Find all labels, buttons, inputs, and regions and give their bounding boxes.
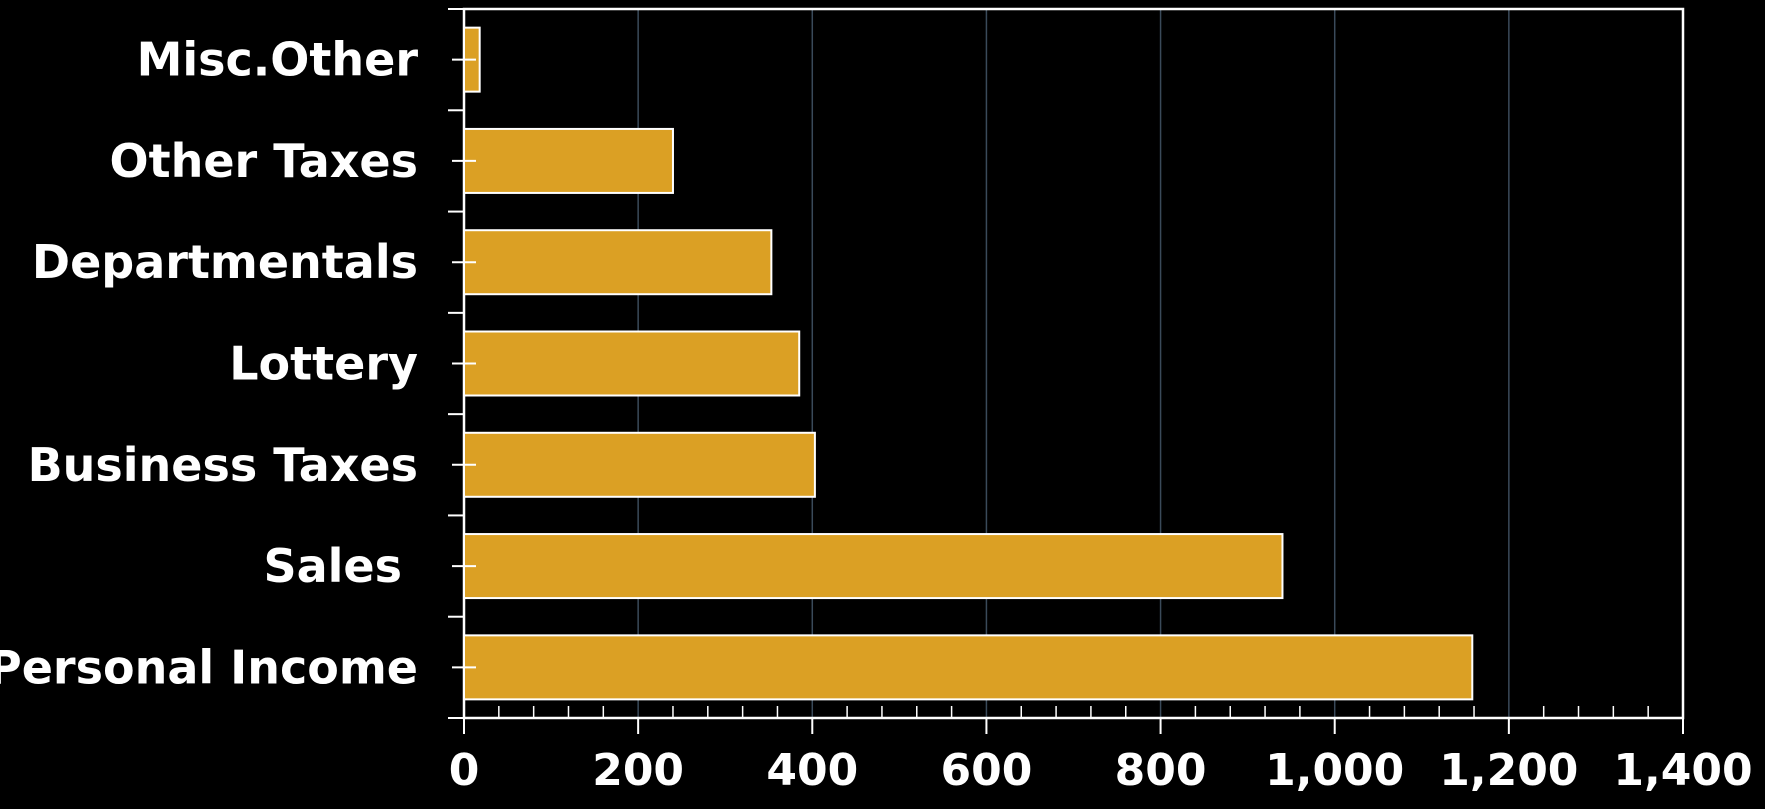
y-tick-label: Other Taxes [110, 134, 418, 188]
x-tick-label: 1,000 [1265, 745, 1404, 796]
x-tick-label: 600 [940, 745, 1032, 796]
bar [463, 229, 773, 296]
x-axis: 0 200 400 600 800 1,000 1,200 1,400 [449, 706, 1753, 796]
x-tick-label: 800 [1115, 745, 1207, 796]
x-tick-label: 1,400 [1613, 745, 1752, 796]
y-tick-label: Business Taxes [28, 438, 418, 492]
x-tick-label: 0 [449, 745, 480, 796]
y-tick-label: Personal Income [0, 640, 418, 694]
x-tick-label: 400 [766, 745, 858, 796]
bar [463, 431, 816, 498]
bar [463, 127, 674, 194]
bar [463, 330, 801, 397]
y-tick-label: Sales [263, 539, 418, 593]
y-tick-label: Misc.Other [137, 33, 419, 87]
bar [463, 634, 1474, 701]
y-tick-label: Departmentals [32, 235, 418, 289]
bars [463, 26, 1474, 701]
x-tick-label: 200 [592, 745, 684, 796]
x-tick-label: 1,200 [1439, 745, 1578, 796]
bar [463, 533, 1284, 600]
y-axis: Personal Income Sales Business Taxes Lotte… [0, 8, 476, 719]
y-tick-label: Lottery [229, 337, 418, 391]
grid-lines [637, 9, 1510, 718]
